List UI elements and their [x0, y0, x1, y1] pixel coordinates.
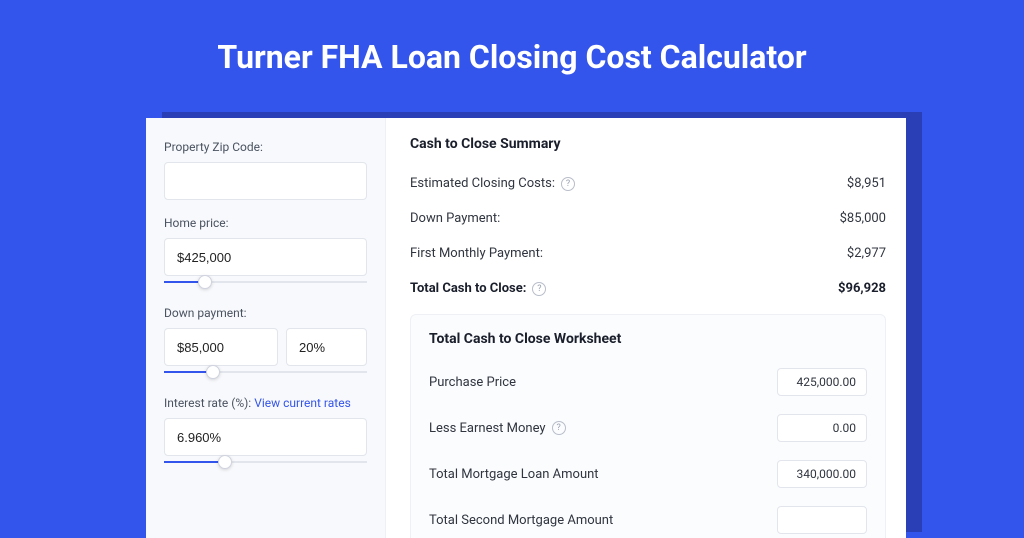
- slider-thumb[interactable]: [198, 275, 212, 289]
- worksheet-label-text: Total Second Mortgage Amount: [429, 513, 613, 528]
- worksheet-row-mortgage-amount: Total Mortgage Loan Amount 340,000.00: [429, 451, 867, 497]
- page-title: Turner FHA Loan Closing Cost Calculator: [0, 0, 1024, 100]
- summary-value: $96,928: [838, 281, 886, 296]
- home-price-label: Home price:: [164, 216, 367, 230]
- summary-label-text: Total Cash to Close:: [410, 281, 526, 296]
- home-price-slider[interactable]: [164, 274, 367, 290]
- worksheet-value[interactable]: 340,000.00: [777, 460, 867, 488]
- summary-value: $85,000: [840, 211, 886, 226]
- down-payment-input[interactable]: [164, 328, 278, 366]
- interest-rate-label: Interest rate (%): View current rates: [164, 396, 367, 410]
- worksheet-panel: Total Cash to Close Worksheet Purchase P…: [410, 314, 886, 538]
- worksheet-title: Total Cash to Close Worksheet: [429, 331, 867, 347]
- down-payment-percent-input[interactable]: [286, 328, 367, 366]
- home-price-field-group: Home price:: [164, 216, 367, 290]
- slider-thumb[interactable]: [218, 455, 232, 469]
- down-payment-label: Down payment:: [164, 306, 367, 320]
- help-icon[interactable]: ?: [561, 177, 575, 191]
- interest-rate-label-text: Interest rate (%):: [164, 396, 254, 410]
- worksheet-value[interactable]: 425,000.00: [777, 368, 867, 396]
- view-rates-link[interactable]: View current rates: [254, 396, 351, 410]
- summary-label-text: First Monthly Payment:: [410, 246, 543, 261]
- summary-value: $8,951: [847, 176, 886, 191]
- worksheet-row-second-mortgage: Total Second Mortgage Amount: [429, 497, 867, 538]
- down-payment-slider[interactable]: [164, 364, 367, 380]
- home-price-input[interactable]: [164, 238, 367, 276]
- worksheet-row-purchase-price: Purchase Price 425,000.00: [429, 359, 867, 405]
- summary-label-text: Down Payment:: [410, 211, 500, 226]
- summary-value: $2,977: [847, 246, 886, 261]
- results-panel: Cash to Close Summary Estimated Closing …: [386, 118, 906, 538]
- down-payment-field-group: Down payment:: [164, 306, 367, 380]
- help-icon[interactable]: ?: [552, 421, 566, 435]
- worksheet-label-text: Less Earnest Money: [429, 421, 546, 436]
- summary-row-closing-costs: Estimated Closing Costs: ? $8,951: [410, 166, 886, 201]
- summary-row-down-payment: Down Payment: $85,000: [410, 201, 886, 236]
- worksheet-value[interactable]: [777, 506, 867, 534]
- slider-fill: [164, 461, 225, 463]
- interest-rate-input[interactable]: [164, 418, 367, 456]
- help-icon[interactable]: ?: [532, 282, 546, 296]
- zip-input[interactable]: [164, 162, 367, 200]
- worksheet-value[interactable]: 0.00: [777, 414, 867, 442]
- summary-label-text: Estimated Closing Costs:: [410, 176, 555, 191]
- slider-thumb[interactable]: [206, 365, 220, 379]
- zip-label: Property Zip Code:: [164, 140, 367, 154]
- summary-title: Cash to Close Summary: [410, 136, 886, 152]
- summary-row-total: Total Cash to Close: ? $96,928: [410, 271, 886, 306]
- zip-field-group: Property Zip Code:: [164, 140, 367, 200]
- summary-row-first-payment: First Monthly Payment: $2,977: [410, 236, 886, 271]
- input-panel: Property Zip Code: Home price: Down paym…: [146, 118, 386, 538]
- worksheet-label-text: Purchase Price: [429, 375, 516, 390]
- worksheet-row-earnest-money: Less Earnest Money ? 0.00: [429, 405, 867, 451]
- worksheet-label-text: Total Mortgage Loan Amount: [429, 467, 599, 482]
- calculator-card: Property Zip Code: Home price: Down paym…: [146, 118, 906, 538]
- interest-rate-slider[interactable]: [164, 454, 367, 470]
- interest-rate-field-group: Interest rate (%): View current rates: [164, 396, 367, 470]
